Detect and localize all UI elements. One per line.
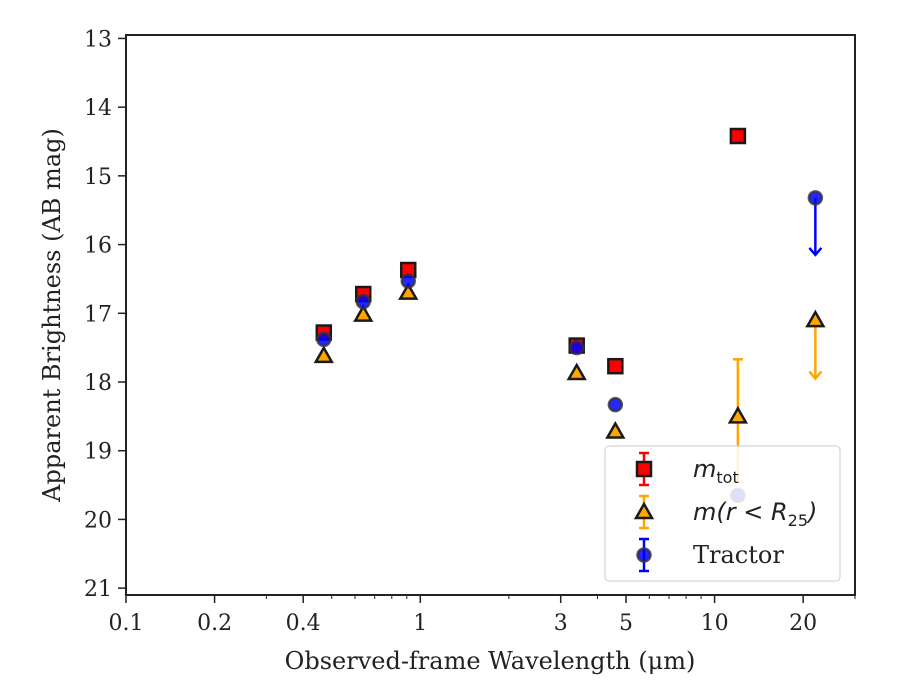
- x-tick-label-3: 3: [554, 611, 568, 636]
- legend-label-square: mtot: [693, 455, 739, 487]
- triangle-legend-marker: [633, 501, 655, 520]
- circle-point: [607, 396, 624, 413]
- legend: mtot m(r < R25) Tractor: [604, 445, 841, 582]
- y-tick-label-20: 20: [84, 508, 112, 533]
- errorbars-layer: [732, 197, 823, 483]
- circle-point: [807, 190, 824, 206]
- legend-box: [604, 445, 841, 582]
- triangle-point: [398, 282, 419, 300]
- square-legend-marker: [635, 460, 653, 478]
- x-tick-label-10: 10: [701, 611, 729, 636]
- circle-legend-marker: [636, 547, 652, 563]
- triangle-point: [805, 309, 826, 328]
- x-tick-label-0.2: 0.2: [197, 611, 232, 636]
- y-tick-label-13: 13: [84, 27, 112, 52]
- y-axis-label: Apparent Brightness (AB mag): [38, 128, 66, 503]
- x-axis-label: Observed-frame Wavelength (μm): [285, 647, 696, 675]
- x-tick-label-1: 1: [413, 611, 427, 636]
- legend-label-subscript: tot: [716, 468, 738, 487]
- plot-frame: [125, 34, 856, 596]
- square-point: [729, 127, 747, 145]
- triangle-point: [566, 362, 587, 381]
- legend-label-circle: Tractor: [693, 541, 784, 569]
- circle-upper-limit-arrow: [808, 247, 823, 257]
- x-tick-label-5: 5: [619, 611, 633, 636]
- y-tick-label-18: 18: [84, 371, 112, 396]
- legend-label-main: Tractor: [693, 541, 784, 569]
- circle-point: [355, 293, 372, 310]
- x-tick-label-20: 20: [789, 611, 817, 636]
- legend-label-subscript: 25: [788, 511, 808, 530]
- triangle-upper-limit-arrow: [808, 370, 823, 381]
- circle-point: [568, 339, 585, 356]
- circle-point: [400, 273, 416, 289]
- y-tick-label-17: 17: [84, 302, 112, 327]
- triangle-point: [727, 405, 749, 424]
- y-tick-label-19: 19: [84, 440, 112, 465]
- square-point: [607, 357, 624, 375]
- triangle-point: [605, 420, 626, 439]
- y-tick-label-16: 16: [84, 234, 112, 259]
- triangle-point: [353, 304, 374, 322]
- legend-label-main: m: [693, 455, 716, 483]
- x-tick-label-0.4: 0.4: [286, 611, 321, 636]
- y-tick-label-21: 21: [84, 577, 112, 602]
- x-tick-label-0.1: 0.1: [109, 611, 144, 636]
- legend-label-triangle: m(r < R25): [693, 498, 817, 530]
- triangle-point: [313, 345, 334, 364]
- y-tick-label-14: 14: [84, 96, 112, 121]
- legend-label-end: ): [806, 498, 817, 526]
- y-tick-label-15: 15: [84, 165, 112, 190]
- circle-point: [316, 331, 332, 348]
- legend-label-main: m(r < R: [693, 498, 788, 526]
